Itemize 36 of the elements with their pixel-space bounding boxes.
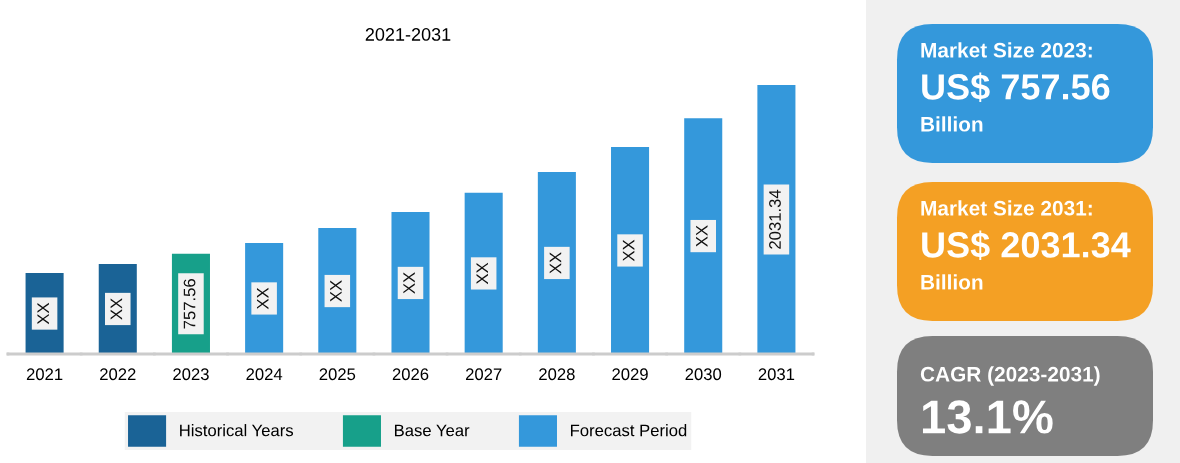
bar: [611, 146, 650, 354]
data-label: 2031.34: [769, 189, 781, 249]
data-label: XX: [110, 298, 123, 320]
text: Billion: [921, 274, 983, 290]
data-label: 757.56: [183, 279, 196, 329]
x-tick-label: 2023: [173, 368, 209, 381]
data-label: XX: [330, 280, 342, 302]
x-tick-label: 2029: [612, 368, 648, 381]
data-label: XX: [256, 287, 269, 310]
chart-title: 2021-2031: [365, 28, 451, 41]
text: US$ 757.56: [922, 72, 1110, 103]
x-tick-label: 2025: [319, 368, 356, 381]
legend-label: Forecast Period: [570, 424, 687, 437]
x-tick-label: 2026: [392, 368, 429, 381]
data-label: XX: [403, 272, 415, 294]
x-tick-label: 2022: [100, 368, 136, 381]
x-tick-label: 2024: [246, 368, 283, 381]
data-label: XX: [696, 225, 708, 247]
x-tick-label: 2021: [26, 368, 63, 381]
data-label: XX: [476, 262, 488, 285]
text: Market Size 2031:: [921, 200, 1092, 216]
x-tick-label: 2030: [685, 368, 722, 381]
bar: [684, 118, 723, 354]
legend-label: Historical Years: [180, 424, 294, 437]
text: 13.1%: [922, 400, 1053, 434]
data-label: XX: [549, 252, 562, 274]
text: US$ 2031.34: [922, 230, 1131, 261]
text: Billion: [921, 116, 983, 132]
text: Market Size 2023:: [921, 42, 1092, 58]
x-tick-label: 2027: [465, 368, 502, 381]
legend-label: Base Year: [394, 424, 470, 437]
text: CAGR (2023-2031): [920, 366, 1100, 386]
x-tick-label: 2031: [758, 368, 795, 381]
data-label: XX: [37, 302, 49, 325]
x-tick-label: 2028: [539, 368, 575, 381]
data-label: XX: [622, 239, 635, 262]
